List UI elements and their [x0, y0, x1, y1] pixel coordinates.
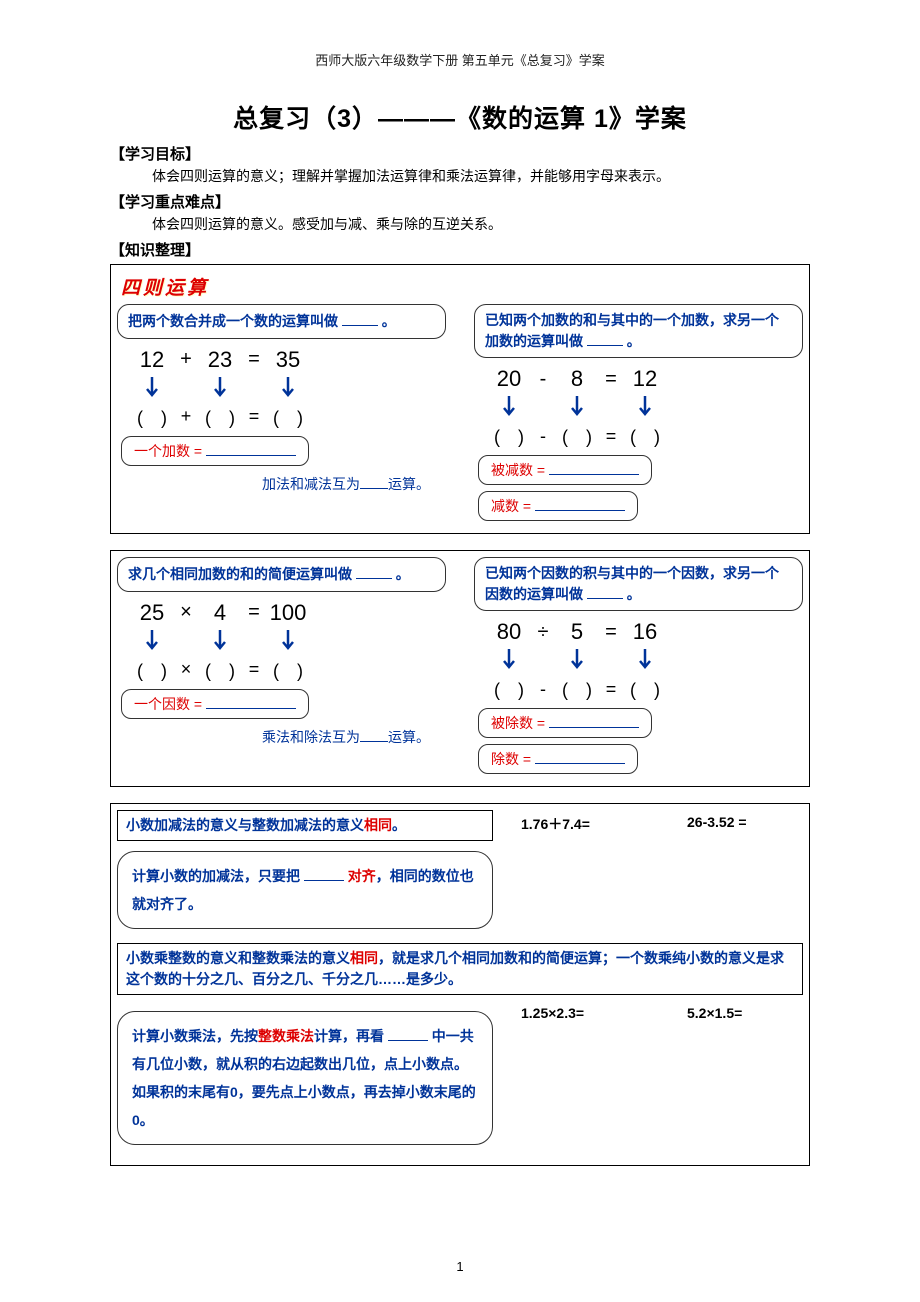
arrows-add — [129, 375, 446, 404]
meaning-dec-mul: 小数乘整数的意义和整数乘法的意义相同，就是求几个相同加数和的简便运算；一个数乘纯… — [117, 943, 803, 995]
equation-add: 12+23=35 — [129, 347, 446, 373]
blank[interactable] — [587, 584, 623, 599]
blank[interactable] — [304, 866, 344, 881]
blank[interactable] — [535, 749, 625, 764]
down-arrow-icon — [570, 647, 584, 671]
heading-goal: 【学习目标】 — [110, 143, 810, 164]
blank[interactable] — [388, 1026, 428, 1041]
down-arrow-icon — [638, 647, 652, 671]
desc-division: 已知两个因数的积与其中的一个因数，求另一个因数的运算叫做 。 — [474, 557, 803, 611]
exercises-mul: 1.25×2.3=5.2×1.5= — [521, 1005, 803, 1021]
heading-knowledge: 【知识整理】 — [110, 239, 810, 260]
arrows-div — [486, 647, 803, 676]
heading-difficulty: 【学习重点难点】 — [110, 191, 810, 212]
rule-divisor: 除数 = — [478, 744, 638, 774]
down-arrow-icon — [145, 628, 159, 652]
down-arrow-icon — [145, 375, 159, 399]
desc-multiplication: 求几个相同加数的和的简便运算叫做 。 — [117, 557, 446, 592]
text-goal: 体会四则运算的意义；理解并掌握加法运算律和乘法运算律，并能够用字母来表示。 — [152, 166, 810, 187]
box-decimals: 小数加减法的意义与整数加减法的意义相同。 计算小数的加减法，只要把 对齐，相同的… — [110, 803, 810, 1166]
col-subtraction: 已知两个加数的和与其中的一个加数，求另一个加数的运算叫做 。 20-8=12 (… — [474, 304, 803, 521]
inverse-add-sub: 加法和减法互为运算。 — [117, 474, 446, 494]
arrows-mul — [129, 628, 446, 657]
publisher-header: 西师大版六年级数学下册 第五单元《总复习》学案 — [110, 50, 810, 69]
inverse-mul-div: 乘法和除法互为运算。 — [117, 727, 446, 747]
meaning-dec-addsub: 小数加减法的意义与整数加减法的意义相同。 — [117, 810, 493, 841]
down-arrow-icon — [502, 394, 516, 418]
rule-dec-mul: 计算小数乘法，先按整数乘法计算，再看 中一共有几位小数，就从积的右边起数出几位，… — [117, 1011, 493, 1145]
equation-div: 80÷5=16 — [486, 619, 803, 645]
blank[interactable] — [587, 331, 623, 346]
down-arrow-icon — [570, 394, 584, 418]
col-division: 已知两个因数的积与其中的一个因数，求另一个因数的运算叫做 。 80÷5=16 (… — [474, 557, 803, 774]
blank[interactable] — [356, 564, 392, 579]
paren-add: ( )+( )=( ) — [129, 404, 446, 430]
paren-div: ( )-( )=( ) — [486, 676, 803, 702]
blank[interactable] — [342, 311, 378, 326]
down-arrow-icon — [213, 628, 227, 652]
blank[interactable] — [549, 713, 639, 728]
down-arrow-icon — [281, 628, 295, 652]
desc-addition: 把两个数合并成一个数的运算叫做 。 — [117, 304, 446, 339]
rule-dividend: 被除数 = — [478, 708, 652, 738]
rule-minuend: 被减数 = — [478, 455, 652, 485]
blank[interactable] — [360, 474, 388, 489]
rule-addend: 一个加数 = — [121, 436, 309, 466]
down-arrow-icon — [638, 394, 652, 418]
col-addition: 把两个数合并成一个数的运算叫做 。 12+23=35 ( )+( )=( ) 一… — [117, 304, 446, 521]
blank[interactable] — [206, 441, 296, 456]
rule-factor: 一个因数 = — [121, 689, 309, 719]
down-arrow-icon — [213, 375, 227, 399]
rule-subtrahend: 减数 = — [478, 491, 638, 521]
paren-sub: ( )-( )=( ) — [486, 423, 803, 449]
paren-mul: ( )×( )=( ) — [129, 657, 446, 683]
box-mul-div: 求几个相同加数的和的简便运算叫做 。 25×4=100 ( )×( )=( ) … — [110, 550, 810, 787]
desc-subtraction: 已知两个加数的和与其中的一个加数，求另一个加数的运算叫做 。 — [474, 304, 803, 358]
down-arrow-icon — [502, 647, 516, 671]
equation-sub: 20-8=12 — [486, 366, 803, 392]
down-arrow-icon — [281, 375, 295, 399]
arrows-sub — [486, 394, 803, 423]
text-difficulty: 体会四则运算的意义。感受加与减、乘与除的互逆关系。 — [152, 214, 810, 235]
equation-mul: 25×4=100 — [129, 600, 446, 626]
box-add-sub: 四则运算 把两个数合并成一个数的运算叫做 。 12+23=35 ( )+( )=… — [110, 264, 810, 534]
col-multiplication: 求几个相同加数的和的简便运算叫做 。 25×4=100 ( )×( )=( ) … — [117, 557, 446, 774]
blank[interactable] — [360, 727, 388, 742]
page: 西师大版六年级数学下册 第五单元《总复习》学案 总复习（3）———《数的运算 1… — [0, 0, 920, 1302]
block-title: 四则运算 — [121, 273, 803, 300]
blank[interactable] — [535, 496, 625, 511]
blank[interactable] — [549, 460, 639, 475]
page-title: 总复习（3）———《数的运算 1》学案 — [110, 99, 810, 135]
exercises-addsub: 1.76＋7.4=26-3.52 = — [521, 814, 803, 834]
rule-dec-addsub: 计算小数的加减法，只要把 对齐，相同的数位也就对齐了。 — [117, 851, 493, 929]
blank[interactable] — [206, 694, 296, 709]
page-number: 1 — [0, 1259, 920, 1274]
